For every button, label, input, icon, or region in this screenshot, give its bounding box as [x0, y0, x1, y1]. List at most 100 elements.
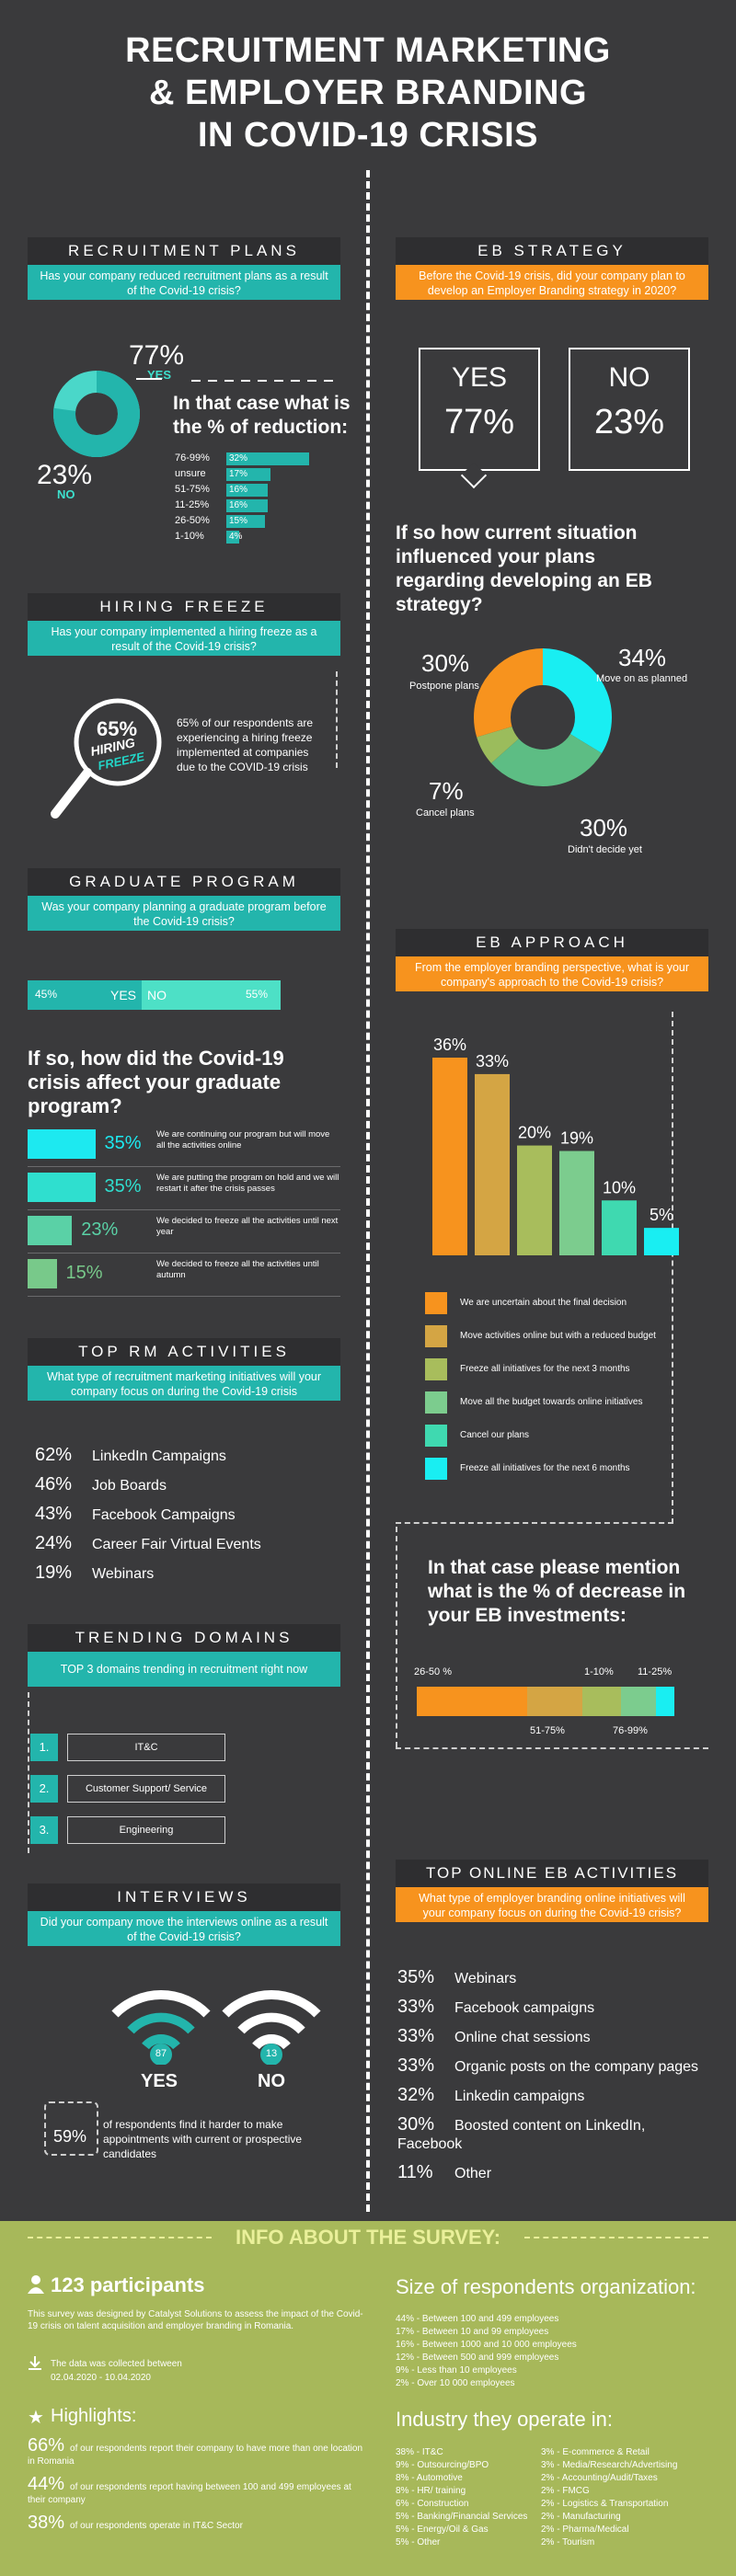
eb-approach-bar-label: 5% [650, 1206, 673, 1224]
iv-hard-text: of respondents find it harder to make ap… [103, 2118, 303, 2160]
donut-yes-segment [53, 371, 140, 457]
decrease-seg-26-50 [417, 1687, 527, 1716]
trending-question: TOP 3 domains trending in recruitment ri… [28, 1652, 340, 1687]
industry-item: 2% - FMCG [541, 2486, 590, 2496]
gp-affect-row: 35% We are putting the program on hold an… [28, 1169, 340, 1210]
rm-item-pct: 46% [35, 1474, 73, 1494]
trending-label: Customer Support/ Service [67, 1775, 225, 1803]
hf-text: 65% of our respondents are experiencing … [177, 716, 314, 773]
reduction-row: 1-10% 4% [175, 529, 340, 544]
online-eb-item: 11% Other [397, 2163, 710, 2183]
reduction-row: 51-75% 16% [175, 482, 340, 498]
eb-legend-item: We are uncertain about the final decisio… [425, 1292, 673, 1325]
industry-item: 2% - Accounting/Audit/Taxes [541, 2473, 658, 2483]
size-title: Size of respondents organization: [396, 2275, 696, 2298]
magnifier-icon [51, 698, 162, 819]
eb-approach-bar [644, 1228, 679, 1255]
reduction-row: 76-99% 32% [175, 451, 340, 466]
eb-approach-bar [517, 1145, 552, 1255]
footer-dash-right [524, 2237, 708, 2238]
gp-affect-block [28, 1173, 96, 1202]
reduction-bars: 76-99% 32% unsure 17% 51-75% 16% 11-25% 16% 26-5… [175, 451, 340, 544]
decrease-seg-51-75 [527, 1687, 582, 1716]
rm-item-label: Job Boards [92, 1478, 167, 1494]
industry-list-left: 38% - IT&C 9% - Outsourcing/BPO 8% - Autom… [396, 2446, 543, 2549]
industry-item: 5% - Other [396, 2537, 441, 2547]
gp-affect-pct: 23% [81, 1219, 119, 1240]
gp-no-label: NO [147, 988, 167, 1002]
online-eb-item-pct: 30% [397, 2114, 435, 2135]
gp-affect-block [28, 1259, 57, 1288]
eb-decrease-dashed-bottom [396, 1747, 708, 1749]
eb-strategy-question: Before the Covid-19 crisis, did your com… [396, 265, 708, 300]
eb-influence-title: If so how current situation influenced y… [396, 522, 652, 615]
gp-affect-text: We are continuing our program but will m… [156, 1129, 330, 1151]
reduction-label: 1-10% [175, 531, 204, 542]
industry-item: 2% - Pharma/Medical [541, 2524, 629, 2535]
eb-legend-item: Freeze all initiatives for the next 3 mo… [425, 1358, 673, 1391]
reduction-row: unsure 17% [175, 466, 340, 482]
hf-dashed-line [336, 671, 338, 768]
online-eb-item: 33% Online chat sessions [397, 2027, 710, 2047]
industry-item: 3% - Media/Research/Advertising [541, 2460, 678, 2470]
reduction-bar: 17% [226, 468, 270, 481]
eb-strategy-donut [474, 648, 612, 786]
graduate-question: Was your company planning a graduate pro… [28, 896, 340, 931]
graduate-heading: GRADUATE PROGRAM [28, 868, 340, 896]
trending-dashed-line [28, 1692, 29, 1853]
reduction-row: 11-25% 16% [175, 498, 340, 513]
gp-affect-block [28, 1129, 96, 1159]
survey-description: This survey was designed by Catalyst Sol… [28, 2309, 363, 2331]
industry-item: 2% - Tourism [541, 2537, 595, 2547]
reduction-row: 26-50% 15% [175, 513, 340, 529]
size-item: 9% - Less than 10 employees [396, 2365, 517, 2376]
eb-no-pct: 23% [593, 403, 665, 441]
eb-legend-item: Cancel our plans [425, 1425, 673, 1458]
trending-heading: TRENDING DOMAINS [28, 1624, 340, 1652]
eb-decrease-dashed-line [396, 1527, 397, 1747]
online-eb-item-pct: 35% [397, 1967, 435, 1987]
gp-affect-row: 23% We decided to freeze all the activiti… [28, 1212, 340, 1254]
online-eb-item-label: Organic posts on the company pages [454, 2059, 699, 2075]
online-eb-item-label: Webinars [454, 1971, 517, 1986]
online-eb-item: 33% Facebook campaigns [397, 1998, 710, 2018]
decrease-seg-76-99 [621, 1687, 656, 1716]
gp-affect-pct: 15% [65, 1263, 103, 1283]
top-online-eb-list: 35% Webinars 33% Facebook campaigns 33% Onlin… [397, 1968, 710, 2192]
gp-affect-text: We are putting the program on hold and w… [156, 1173, 339, 1194]
gp-affect-list: 35% We are continuing our program but wil… [28, 1126, 340, 1299]
highlights-title: Highlights: [51, 2406, 137, 2426]
reduction-bar: 16% [226, 484, 268, 497]
eb-legend-label: Move all the budget towards online initi… [460, 1397, 643, 1407]
industry-item: 8% - Automotive [396, 2473, 463, 2483]
iv-no-label: NO [258, 2071, 285, 2091]
eb-no-box: NO 23% [569, 348, 690, 471]
gp-affect-pct: 35% [104, 1176, 142, 1196]
person-icon [28, 2275, 44, 2294]
decrease-label-26-50: 26-50 % [414, 1666, 452, 1677]
recruitment-plans-question: Has your company reduced recruitment pla… [28, 265, 340, 300]
center-divider [366, 170, 370, 2212]
footer-dash-left [28, 2237, 212, 2238]
wifi-no-icon [222, 1989, 321, 2065]
eb-legend-swatch [425, 1325, 447, 1347]
industry-item: 2% - Manufacturing [541, 2512, 621, 2522]
trending-item: 2. Customer Support/ Service [30, 1775, 343, 1804]
top-online-eb-heading: TOP ONLINE EB ACTIVITIES [396, 1860, 708, 1887]
reduction-label: 11-25% [175, 499, 210, 510]
industry-item: 5% - Banking/Financial Services [396, 2512, 528, 2522]
eb-yes-label: YES [451, 362, 508, 393]
reduction-label: 26-50% [175, 515, 210, 526]
online-eb-item: 33% Organic posts on the company pages [397, 2056, 710, 2077]
reduction-bar: 4% [226, 531, 242, 544]
eb-legend-label: Cancel our plans [460, 1430, 530, 1440]
star-icon: ★ [28, 2408, 44, 2428]
rp-no-pct: 23% [37, 460, 93, 490]
interviews-heading: INTERVIEWS [28, 1883, 340, 1911]
trending-num: 2. [30, 1775, 58, 1803]
decrease-seg-1-10 [582, 1687, 621, 1716]
reduction-label: unsure [175, 468, 206, 479]
industry-item: 6% - Construction [396, 2499, 469, 2509]
rm-item: 24% Career Fair Virtual Events [35, 1534, 339, 1554]
gp-yes-segment [28, 980, 142, 1010]
